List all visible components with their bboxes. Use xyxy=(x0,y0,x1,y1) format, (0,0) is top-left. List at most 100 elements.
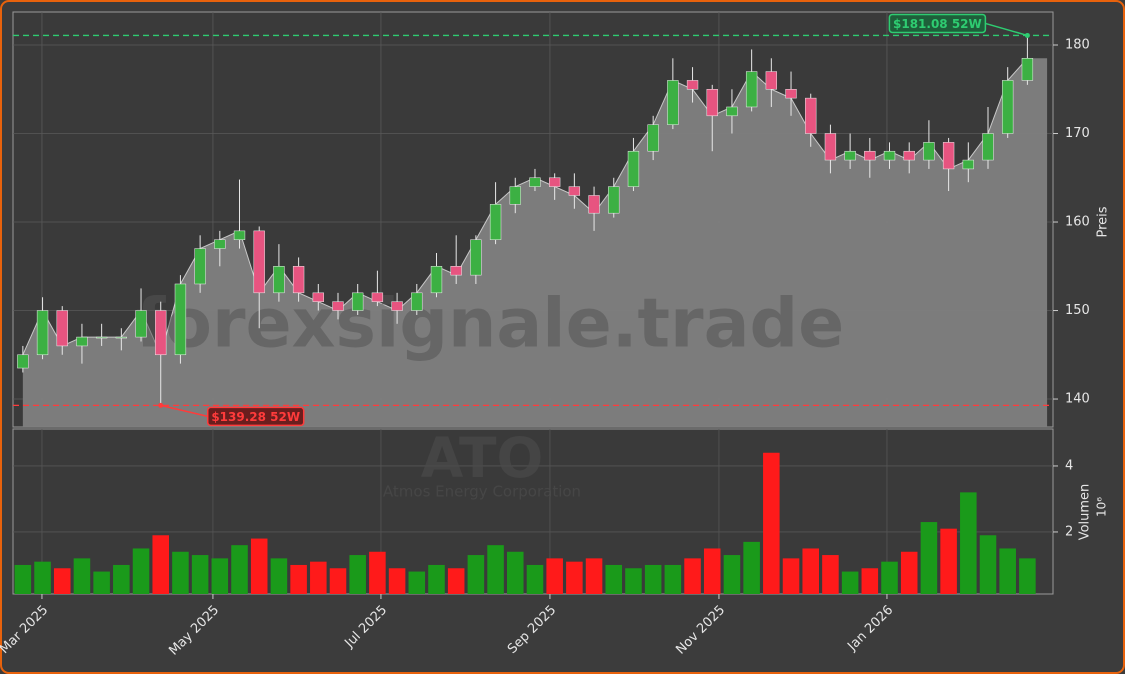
candle-body xyxy=(529,177,541,187)
candle-body xyxy=(56,310,68,347)
volume-bar xyxy=(644,564,662,594)
annotation-label: $181.08 52W xyxy=(893,17,982,31)
volume-bar xyxy=(782,558,800,594)
volume-scale-label: 10⁶ xyxy=(1095,497,1109,517)
volume-bar xyxy=(1019,558,1036,594)
volume-bar xyxy=(546,558,563,594)
candle-body xyxy=(706,89,718,117)
annotation-arrowhead xyxy=(1024,32,1030,38)
candle-body xyxy=(233,230,246,240)
candle-body xyxy=(647,124,659,152)
volume-bar xyxy=(802,548,819,594)
y-tick-label: 140 xyxy=(1065,392,1090,407)
volume-bar xyxy=(349,555,366,594)
candle-body xyxy=(470,239,482,276)
volume-bar xyxy=(310,561,327,594)
volume-bar xyxy=(743,541,760,594)
volume-bar xyxy=(841,571,859,594)
candle-body xyxy=(588,195,600,214)
candle-body xyxy=(430,266,443,294)
volume-bar xyxy=(703,548,721,594)
candle-body xyxy=(549,177,561,187)
volume-bar xyxy=(172,551,189,594)
y-tick-label: 150 xyxy=(1065,303,1090,318)
candle-body xyxy=(745,71,758,108)
symbol-watermark: ATO xyxy=(421,426,544,490)
y-tick-label: 170 xyxy=(1065,126,1090,141)
volume-bar xyxy=(861,568,879,594)
volume-bar xyxy=(684,558,701,594)
candle-body xyxy=(686,80,699,90)
volume-bar xyxy=(408,571,426,594)
volume-bar xyxy=(329,568,347,594)
volume-bar xyxy=(979,535,997,594)
candle-body xyxy=(627,150,640,187)
annotation-arrow xyxy=(160,404,208,418)
volume-tick-label: 4 xyxy=(1065,458,1073,473)
volume-bar xyxy=(900,551,918,594)
volume-bar xyxy=(999,548,1016,594)
volume-bar xyxy=(73,558,91,594)
candle-body xyxy=(115,336,127,339)
volume-bar xyxy=(53,568,71,594)
candle-body xyxy=(785,89,797,99)
volume-bar xyxy=(566,561,583,594)
volume-bar xyxy=(152,535,169,594)
volume-bar xyxy=(723,555,741,594)
candle-body xyxy=(135,310,147,338)
candle-body xyxy=(568,186,581,196)
candle-body xyxy=(982,133,994,161)
volume-bar xyxy=(940,528,957,594)
volume-bar xyxy=(34,561,51,594)
volume-bar xyxy=(369,551,386,594)
volume-bar xyxy=(881,561,898,594)
volume-bar xyxy=(132,548,150,594)
volume-bar xyxy=(763,452,780,594)
candle-body xyxy=(411,292,423,311)
candle-body xyxy=(805,97,817,134)
candle-body xyxy=(194,248,206,285)
candle-body xyxy=(214,239,226,249)
candle-body xyxy=(923,142,935,161)
company-watermark: Atmos Energy Corporation xyxy=(383,483,581,501)
candle-body xyxy=(903,150,915,161)
volume-bar xyxy=(211,558,229,594)
candle-body xyxy=(765,71,778,90)
candle-body xyxy=(726,106,738,117)
annotation-arrow xyxy=(985,22,1028,37)
volume-bar xyxy=(250,538,268,594)
volume-bar xyxy=(428,564,445,594)
volume-axis-label: Volumen xyxy=(1078,484,1093,541)
volume-bar xyxy=(507,551,524,594)
candle-body xyxy=(174,283,187,356)
volume-bar xyxy=(231,545,248,594)
y-axis-label: Preis xyxy=(1096,206,1111,237)
candle-body xyxy=(450,266,462,276)
annotation-box xyxy=(888,13,987,34)
volume-bar xyxy=(585,558,603,594)
candle-body xyxy=(371,292,384,302)
candle-body xyxy=(312,292,324,302)
close-line xyxy=(22,57,1028,357)
y-tick-label: 180 xyxy=(1065,38,1090,53)
volume-bar xyxy=(625,568,642,594)
watermark: forexsignale.trade xyxy=(136,285,845,364)
volume-bar xyxy=(960,492,977,594)
candle-body xyxy=(352,292,364,311)
candle-body xyxy=(95,336,108,339)
candle-body xyxy=(824,133,837,161)
volume-bar xyxy=(487,545,504,594)
volume-bar xyxy=(822,555,839,594)
candle-body xyxy=(942,142,955,170)
candle-body xyxy=(292,266,305,294)
candle-body xyxy=(253,230,265,294)
annotation-box xyxy=(206,406,305,427)
annotation-arrowhead xyxy=(158,402,164,408)
candle-body xyxy=(509,186,521,205)
volume-bar xyxy=(113,564,130,594)
candle-body xyxy=(883,150,896,161)
close-area xyxy=(22,58,1048,428)
volume-bar xyxy=(467,555,485,594)
volume-tick-label: 2 xyxy=(1065,524,1073,539)
